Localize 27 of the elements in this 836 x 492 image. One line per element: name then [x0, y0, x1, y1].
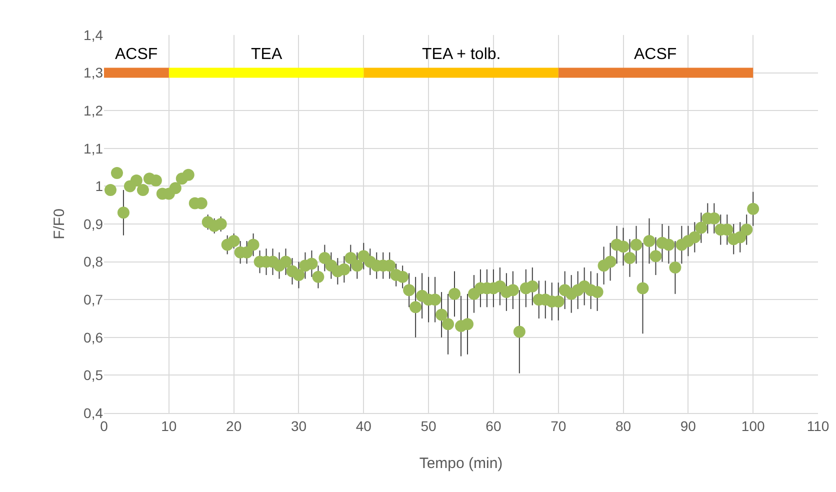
y-tick-label: 1,3: [84, 64, 104, 81]
x-tick-label: 10: [161, 418, 177, 434]
x-tick-label: 90: [680, 418, 696, 434]
series-label: ACSF: [634, 46, 677, 63]
y-tick-label: 0,9: [84, 216, 104, 232]
series-label: TEA + tolb.: [422, 46, 501, 63]
y-tick-label: 1: [95, 178, 104, 194]
y-tick-label: 0,8: [84, 254, 104, 270]
x-tick-label: 40: [356, 418, 372, 434]
y-axis-title: F/F0: [51, 208, 68, 240]
x-tick-label: 80: [615, 418, 632, 434]
x-tick-label: 20: [226, 418, 242, 434]
y-tick-label: 1,4: [84, 26, 104, 43]
series-label: ACSF: [115, 46, 158, 63]
y-tick-label: 1,2: [84, 102, 104, 118]
x-axis-title: Tempo (min): [419, 455, 503, 472]
y-tick-label: 0,7: [84, 292, 104, 308]
x-tick-label: 50: [420, 418, 437, 434]
x-tick-label: 110: [806, 418, 830, 434]
x-tick-label: 100: [741, 418, 765, 434]
y-tick-label: 0,5: [84, 367, 104, 384]
x-tick-label: 60: [486, 418, 502, 434]
x-tick-label: 70: [550, 418, 566, 434]
y-tick-label: 1,1: [84, 140, 104, 156]
series-label: TEA: [251, 46, 282, 63]
x-tick-label: 30: [290, 418, 307, 434]
y-tick-label: 0,6: [84, 329, 104, 346]
